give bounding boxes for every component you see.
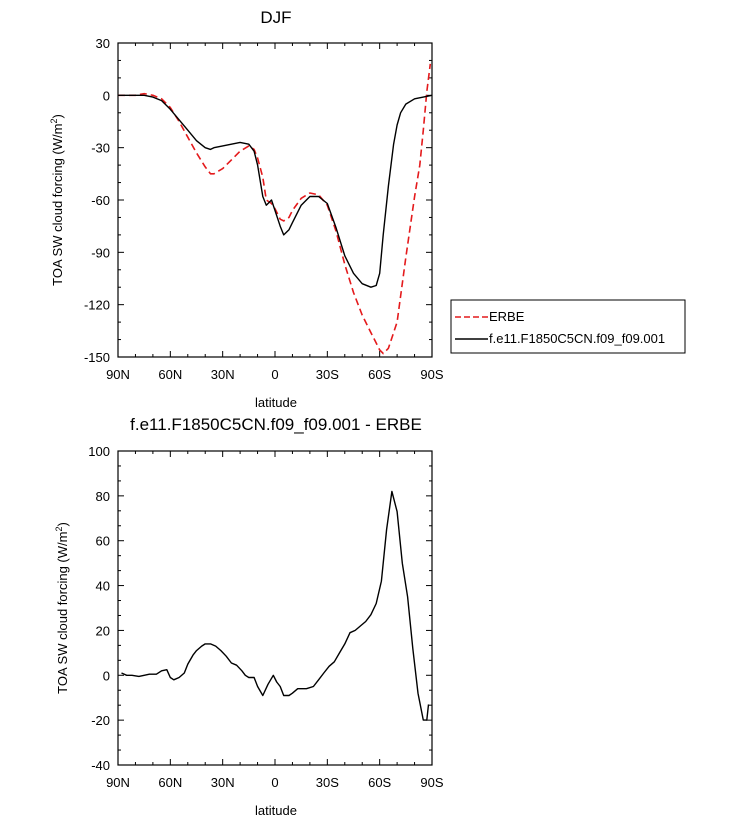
y-tick-label: 30 <box>96 36 110 51</box>
y-tick-label: 40 <box>96 579 110 594</box>
series-line-model <box>121 490 430 721</box>
bottom-chart-title: f.e11.F1850C5CN.f09_f09.001 - ERBE <box>130 415 422 434</box>
y-tick-label: 0 <box>103 668 110 683</box>
top-chart-plot-border <box>117 42 433 358</box>
series-line-model <box>118 94 433 288</box>
bottom-chart-series <box>121 490 430 721</box>
legend-label-model: f.e11.F1850C5CN.f09_f09.001 <box>489 331 665 346</box>
bottom-chart-plot-border <box>117 450 433 766</box>
bottom-chart-ylabel: TOA SW cloud forcing (W/m2) <box>54 522 70 694</box>
x-tick-label: 90S <box>420 775 443 790</box>
x-tick-label: 60S <box>368 775 391 790</box>
top-chart-ticks: 90N 60N 30N 0 30S 60S 90S 30 0 -30 -60 -90 -120 -150 <box>84 36 444 382</box>
y-tick-label: -20 <box>91 713 110 728</box>
x-tick-label: 90S <box>420 367 443 382</box>
x-tick-label: 60N <box>158 775 182 790</box>
bottom-chart-xlabel: latitude <box>255 803 297 818</box>
x-tick-label: 30N <box>211 367 235 382</box>
x-tick-label: 0 <box>271 367 278 382</box>
y-tick-label: -30 <box>91 141 110 156</box>
x-tick-label: 60N <box>158 367 182 382</box>
top-chart-series <box>118 63 433 355</box>
top-chart-legend: ERBE f.e11.F1850C5CN.f09_f09.001 <box>450 299 686 354</box>
series-line-erbe <box>118 63 432 355</box>
y-tick-label: 0 <box>103 88 110 103</box>
x-tick-label: 30N <box>211 775 235 790</box>
x-tick-label: 0 <box>271 775 278 790</box>
y-tick-label: 100 <box>88 444 110 459</box>
y-tick-label: -90 <box>91 245 110 260</box>
top-chart-panel: DJF 90N 60N 30N 0 30S 60S 90S 30 0 -30 -60 -90 -120 -… <box>49 8 686 410</box>
legend-label-erbe: ERBE <box>489 309 525 324</box>
top-chart-title: DJF <box>260 8 291 27</box>
y-tick-label: 60 <box>96 534 110 549</box>
bottom-chart-panel: f.e11.F1850C5CN.f09_f09.001 - ERBE 90N 60… <box>54 415 444 818</box>
bottom-chart-ticks: 90N 60N 30N 0 30S 60S 90S 100 80 60 40 20 0 -20 -40 <box>88 444 444 790</box>
y-tick-label: 20 <box>96 623 110 638</box>
x-tick-label: 90N <box>106 367 130 382</box>
y-tick-label: -120 <box>84 298 110 313</box>
y-tick-label: 80 <box>96 489 110 504</box>
x-tick-label: 60S <box>368 367 391 382</box>
top-chart-xlabel: latitude <box>255 395 297 410</box>
y-tick-label: -150 <box>84 350 110 365</box>
top-chart-ylabel: TOA SW cloud forcing (W/m2) <box>49 114 65 286</box>
x-tick-label: 30S <box>316 775 339 790</box>
y-tick-label: -40 <box>91 758 110 773</box>
x-tick-label: 30S <box>316 367 339 382</box>
x-tick-label: 90N <box>106 775 130 790</box>
legend-box <box>450 299 686 354</box>
y-tick-label: -60 <box>91 193 110 208</box>
